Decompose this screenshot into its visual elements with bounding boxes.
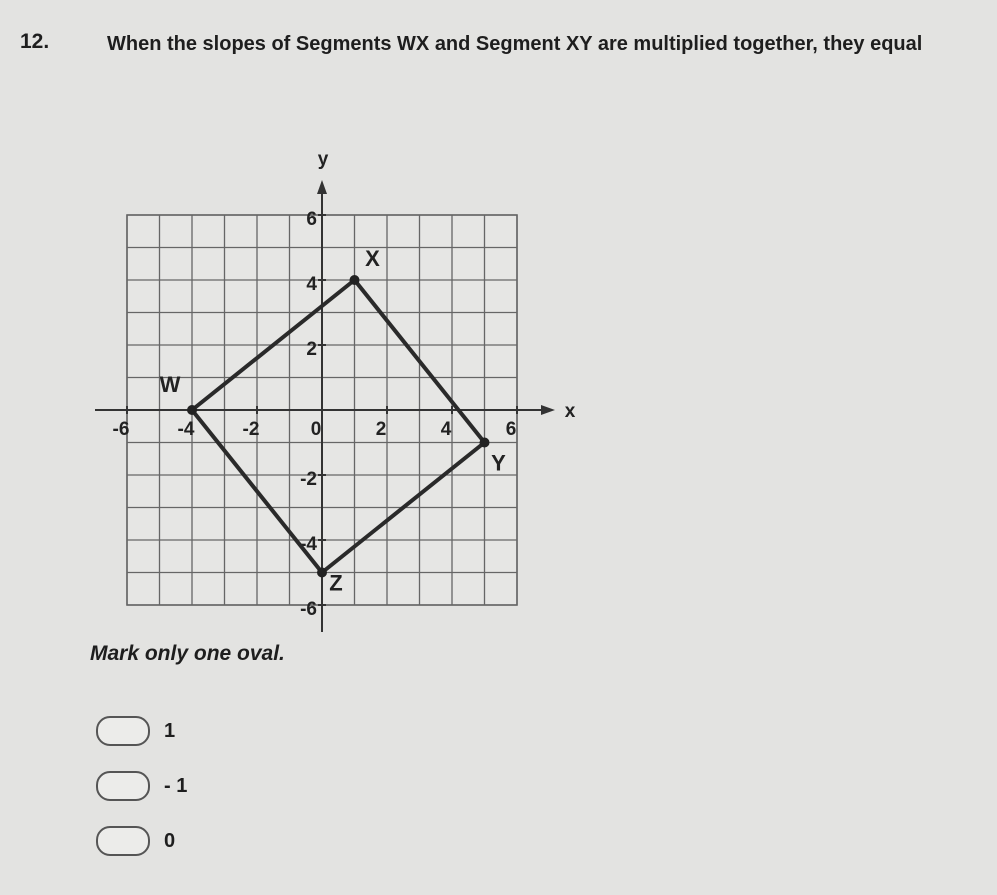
segment (190, 408, 324, 575)
radio-oval[interactable] (96, 716, 150, 746)
point (317, 567, 327, 578)
question-number: 12. (20, 30, 50, 53)
segment (352, 278, 487, 445)
x-tick-label: -4 (178, 419, 195, 440)
y-tick-label: -2 (300, 469, 317, 490)
radio-oval[interactable] (96, 771, 150, 801)
option-label[interactable]: 1 (164, 719, 176, 742)
x-axis-arrow (541, 405, 555, 415)
segment (320, 440, 487, 575)
x-tick-label: 4 (441, 419, 452, 440)
option[interactable]: 0 (96, 826, 175, 856)
y-axis-arrow (317, 180, 327, 194)
point (187, 405, 197, 415)
radio-oval[interactable] (96, 826, 150, 856)
y-tick-label: 2 (306, 339, 317, 360)
x-tick-label: -2 (243, 419, 260, 440)
y-tick-label: 4 (306, 274, 317, 295)
option[interactable]: 1 (96, 716, 175, 746)
point (479, 437, 490, 448)
option-label[interactable]: 0 (164, 829, 176, 852)
point-label: X (365, 246, 380, 271)
point-label: Y (491, 450, 506, 475)
x-tick-label: -6 (113, 419, 130, 440)
point-label: W (160, 372, 181, 397)
y-tick-label: -6 (300, 599, 317, 620)
point (349, 275, 360, 285)
x-tick-label: 2 (376, 419, 387, 440)
option-label[interactable]: - 1 (164, 774, 188, 797)
x-axis-label: x (565, 401, 576, 422)
coordinate-graph: x y -6 -4 -2 0 2 4 6 -6 -4 -2 2 4 6 W X Y Z (95, 149, 576, 632)
y-tick-label: 6 (306, 209, 317, 230)
x-tick-label: 0 (311, 419, 322, 440)
y-axis-label: y (318, 149, 329, 170)
option[interactable]: - 1 (96, 771, 187, 801)
segment (190, 278, 357, 412)
point-label: Z (329, 570, 342, 595)
instruction: Mark only one oval. (90, 642, 285, 665)
question-text: When the slopes of Segments WX and Segme… (107, 33, 923, 55)
y-tick-label: -4 (300, 534, 317, 555)
x-tick-label: 6 (506, 419, 517, 440)
